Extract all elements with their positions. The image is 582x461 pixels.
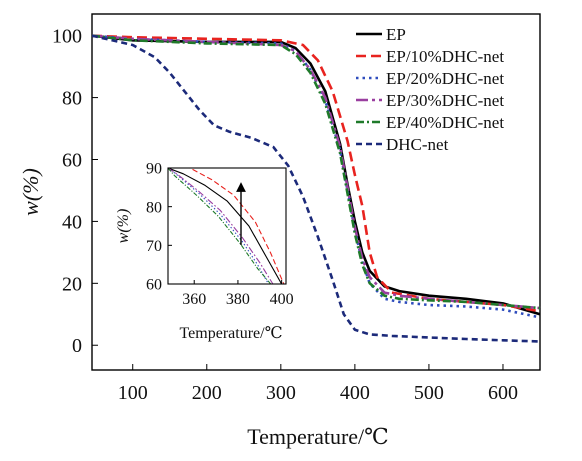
inset-plot-frame <box>167 167 287 285</box>
y-tick-label: 100 <box>52 26 82 48</box>
y-tick-label: 80 <box>62 88 82 110</box>
main-axis-ticks: 100 200 300 400 500 600 0 20 40 60 80 100 <box>52 26 518 404</box>
inset-x-tick-label: 380 <box>226 291 250 308</box>
series-line-ep-20pctdhc-net <box>92 34 541 319</box>
legend-label-ep-10pctdhc-net: EP/10%DHC-net <box>386 47 504 66</box>
main-plot-frame <box>91 13 541 371</box>
main-series-group <box>92 34 541 343</box>
series-line-ep-40pctdhc-net <box>92 34 541 310</box>
inset-y-tick-label: 90 <box>146 161 162 178</box>
x-axis-title: Temperature/℃ <box>247 424 389 449</box>
inset-series-line-ep-10pctdhc-net <box>168 168 285 284</box>
y-axis-title: w(%) <box>18 168 43 216</box>
y-tick-label: 20 <box>62 273 82 295</box>
y-tick-label: 0 <box>72 335 82 357</box>
y-tick-label: 60 <box>62 149 82 171</box>
legend-label-ep: EP <box>386 25 406 44</box>
inset-y-tick-label: 80 <box>146 199 162 216</box>
x-tick-label: 600 <box>488 382 518 404</box>
x-tick-label: 100 <box>118 382 148 404</box>
y-tick-label: 40 <box>62 211 82 233</box>
inset-series-group <box>168 168 285 284</box>
series-line-dhc-net <box>92 34 541 343</box>
inset-x-tick-label: 360 <box>182 291 206 308</box>
inset-series-line-ep-20pctdhc-net <box>168 168 269 284</box>
legend-label-dhc-net: DHC-net <box>386 135 449 154</box>
inset-axis-ticks: 360 380 400 60 70 80 90 <box>146 161 294 308</box>
inset-x-axis-title: Temperature/℃ <box>180 325 283 342</box>
x-tick-label: 400 <box>340 382 370 404</box>
inset-series-line-ep <box>168 168 283 284</box>
x-tick-label: 200 <box>192 382 222 404</box>
inset-series-line-ep-30pctdhc-net <box>168 168 274 284</box>
x-tick-label: 300 <box>266 382 296 404</box>
legend-label-ep-30pctdhc-net: EP/30%DHC-net <box>386 91 504 110</box>
legend: EP EP/10%DHC-net EP/20%DHC-net EP/30%DHC-ne… <box>356 25 504 154</box>
x-tick-label: 500 <box>414 382 444 404</box>
inset-series-line-ep-40pctdhc-net <box>168 168 272 284</box>
inset-x-tick-label: 400 <box>270 291 294 308</box>
legend-label-ep-20pctdhc-net: EP/20%DHC-net <box>386 69 504 88</box>
inset-y-tick-label: 70 <box>146 238 162 255</box>
legend-label-ep-40pctdhc-net: EP/40%DHC-net <box>386 113 504 132</box>
inset-y-tick-label: 60 <box>146 277 162 294</box>
inset-y-axis-title: w(%) <box>115 209 132 244</box>
